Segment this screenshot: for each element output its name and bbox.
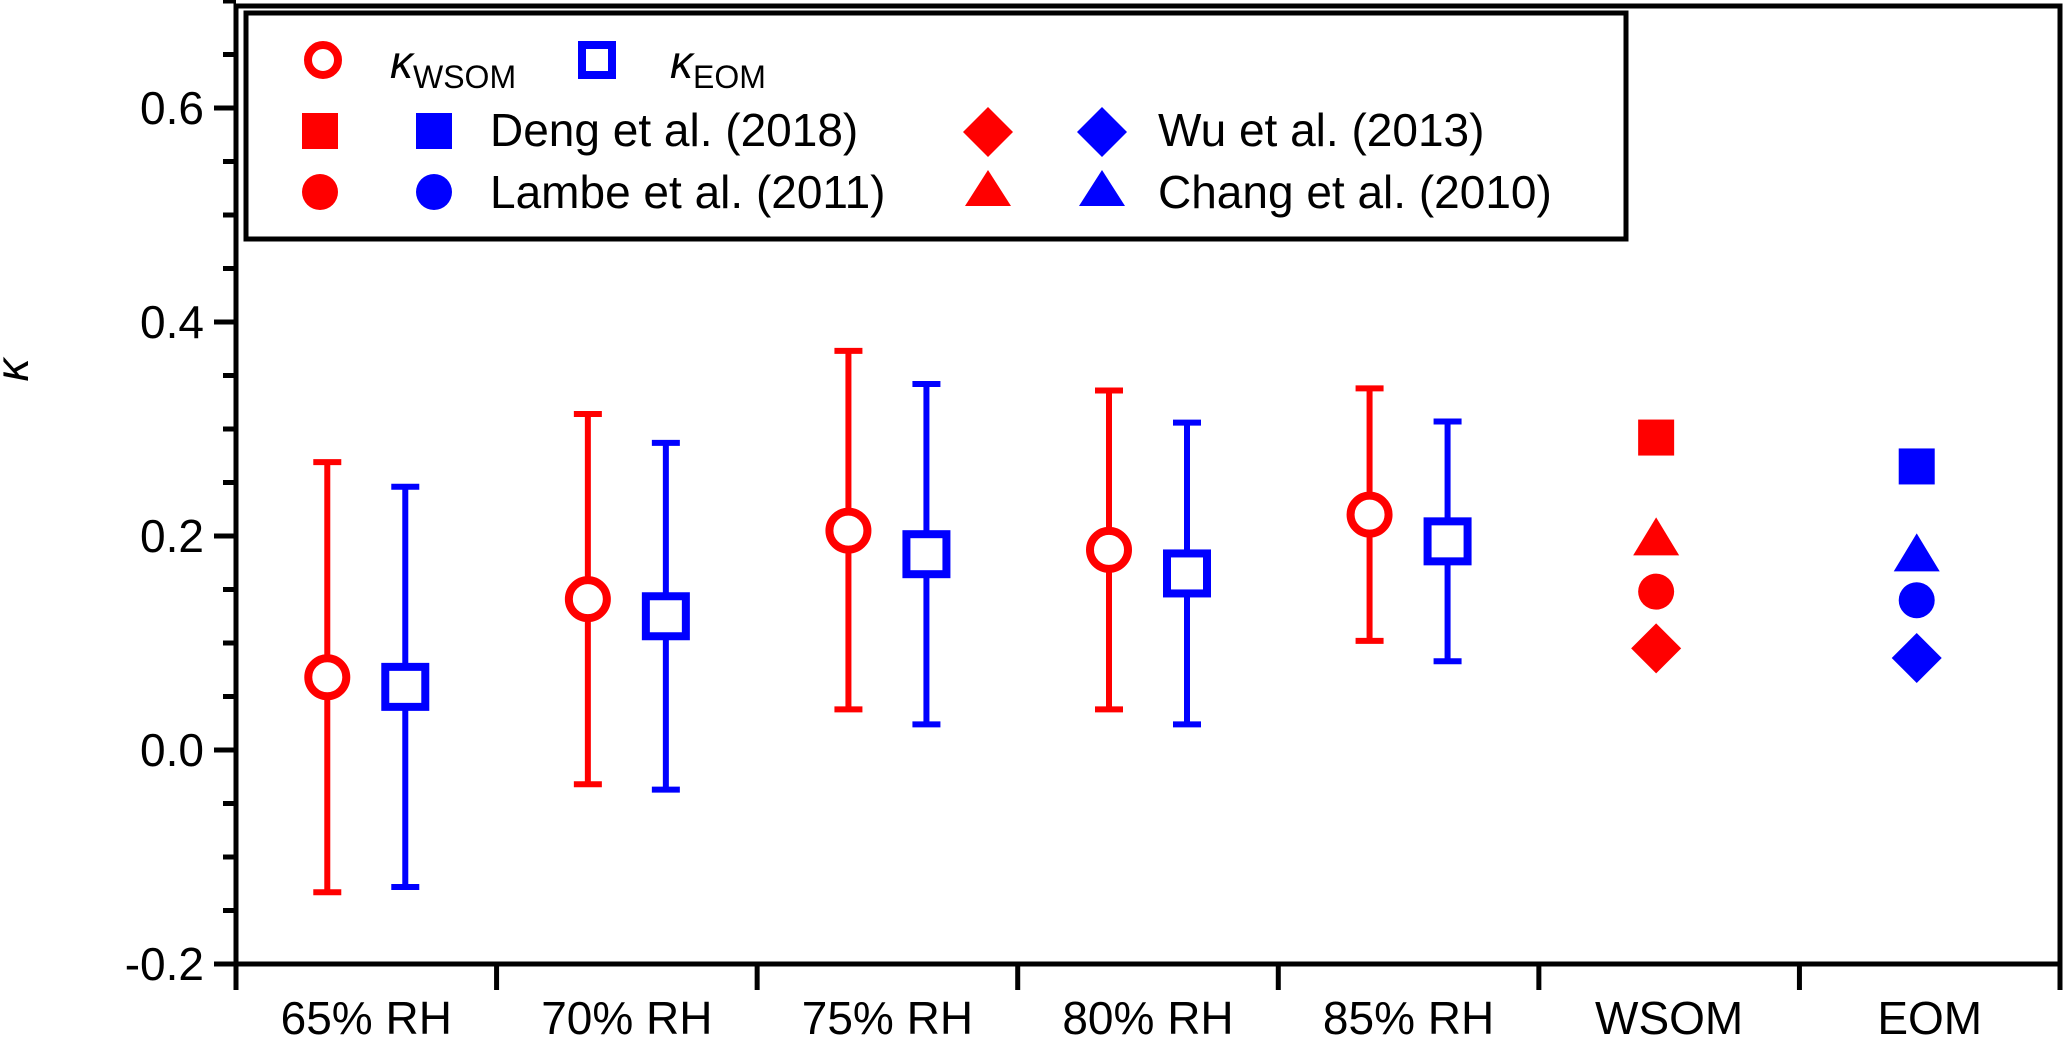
y-axis-ticks: -0.2 0.0 0.2 0.4 0.6 (125, 0, 236, 990)
legend-marker-circle-blue (416, 174, 452, 210)
x-tick-label: 85% RH (1323, 992, 1494, 1038)
legend-marker-triangle-blue (1079, 170, 1125, 206)
point-open-square (902, 530, 951, 579)
legend-label-wu: Wu et al. (2013) (1158, 104, 1484, 156)
legend-entry-chang: Chang et al. (2010) (965, 166, 1552, 218)
legend-box (243, 10, 1629, 242)
legend-marker-diamond-blue (1077, 107, 1127, 157)
point-open-square (641, 592, 690, 641)
legend-keom-main: κ (670, 36, 695, 88)
legend-marker-open-square (578, 41, 616, 79)
legend-label-lambe: Lambe et al. (2011) (490, 166, 886, 218)
x-tick-label: 75% RH (802, 992, 973, 1038)
legend-kwsom-sub: WSOM (413, 59, 516, 95)
legend-marker-square-blue (416, 113, 452, 149)
point-diamond (1631, 623, 1682, 674)
y-axis-label: κ (0, 357, 38, 382)
legend-entry-kwsom: κWSOM (304, 36, 516, 95)
y-tick-label: 0.0 (140, 724, 204, 776)
x-tick-label: EOM (1877, 992, 1982, 1038)
legend-label-keom: κEOM (670, 36, 766, 95)
x-tick-label: 70% RH (541, 992, 712, 1038)
point-open-circle (564, 576, 611, 623)
legend-marker-circle-red (302, 174, 338, 210)
x-axis-ticks: 65% RH 70% RH 75% RH 80% RH 85% RH WSOM EOM (233, 964, 2063, 1038)
legend-marker-open-circle (304, 41, 342, 79)
point-triangle (1633, 517, 1680, 556)
point-square (1638, 419, 1675, 456)
legend-marker-diamond-red (963, 107, 1013, 157)
point-open-circle (1086, 526, 1132, 573)
data-markers (304, 419, 1942, 711)
y-tick-label: -0.2 (125, 938, 204, 990)
y-tick-label: 0.6 (140, 82, 204, 134)
x-tick-label: 80% RH (1062, 992, 1233, 1038)
x-tick-label: WSOM (1595, 992, 1743, 1038)
y-tick-label: 0.2 (140, 510, 204, 562)
legend-entry-keom: κEOM (578, 36, 766, 95)
point-open-circle (1346, 491, 1393, 538)
legend-entry-lambe: Lambe et al. (2011) (302, 166, 886, 218)
legend-keom-sub: EOM (693, 59, 766, 95)
point-open-square (381, 662, 430, 711)
legend-label-deng: Deng et al. (2018) (490, 104, 858, 156)
y-tick-label: 0.4 (140, 296, 204, 348)
x-tick-label: 65% RH (281, 992, 452, 1038)
point-square (1898, 448, 1935, 485)
error-bars (313, 347, 1462, 896)
legend-label-kwsom: κWSOM (390, 36, 516, 95)
legend-kwsom-main: κ (390, 36, 415, 88)
point-circle (1638, 573, 1675, 610)
legend-label-chang: Chang et al. (2010) (1158, 166, 1552, 218)
legend-entry-deng: Deng et al. (2018) (302, 104, 858, 156)
legend-marker-triangle-red (965, 170, 1011, 206)
legend: κWSOM κEOM Deng et al. (2018) Lambe et a… (243, 10, 1629, 242)
point-circle (1898, 582, 1935, 619)
point-diamond (1891, 632, 1942, 683)
point-triangle (1893, 533, 1940, 572)
point-open-square (1163, 549, 1211, 598)
point-open-square (1423, 517, 1472, 566)
legend-entry-wu: Wu et al. (2013) (963, 104, 1484, 157)
point-open-circle (304, 654, 351, 701)
legend-marker-square-red (302, 113, 338, 149)
point-open-circle (825, 507, 872, 554)
